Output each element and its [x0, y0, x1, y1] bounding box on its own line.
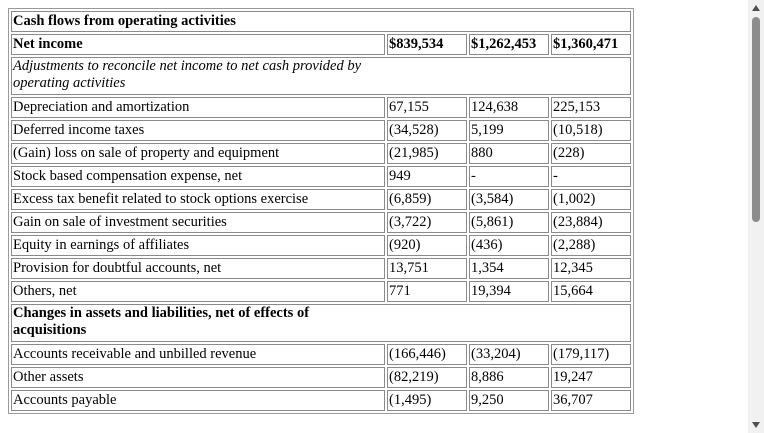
- cell-value: 67,155: [387, 97, 467, 118]
- cell-value: $1,262,453: [469, 34, 549, 55]
- cell-value: (166,446): [387, 344, 467, 365]
- table-row: Adjustments to reconcile net income to n…: [11, 57, 631, 95]
- table-row: Other assets (82,219) 8,886 19,247: [11, 367, 631, 388]
- row-label: Deferred income taxes: [11, 120, 385, 141]
- table-row: Stock based compensation expense, net 94…: [11, 166, 631, 187]
- cell-value: (2,288): [551, 235, 631, 256]
- table-row: Accounts receivable and unbilled revenue…: [11, 344, 631, 365]
- row-label: Equity in earnings of affiliates: [11, 235, 385, 256]
- cell-value: (34,528): [387, 120, 467, 141]
- table-row: Gain on sale of investment securities (3…: [11, 212, 631, 233]
- table-row: Changes in assets and liabilities, net o…: [11, 304, 631, 342]
- row-label: Depreciation and amortization: [11, 97, 385, 118]
- row-label: Other assets: [11, 367, 385, 388]
- row-label: Others, net: [11, 281, 385, 302]
- cell-value: $1,360,471: [551, 34, 631, 55]
- section-header-operating-activities: Cash flows from operating activities: [11, 11, 631, 32]
- cash-flow-table: Cash flows from operating activities Net…: [8, 8, 634, 414]
- cell-value: (10,518): [551, 120, 631, 141]
- cell-value: 8,886: [469, 367, 549, 388]
- table-row: Depreciation and amortization 67,155 124…: [11, 97, 631, 118]
- cell-value: (5,861): [469, 212, 549, 233]
- scrollbar-thumb[interactable]: [752, 17, 760, 222]
- row-label: Accounts receivable and unbilled revenue: [11, 344, 385, 365]
- cell-value: 19,394: [469, 281, 549, 302]
- cell-value: -: [469, 166, 549, 187]
- table-row: Provision for doubtful accounts, net 13,…: [11, 258, 631, 279]
- changes-heading: Changes in assets and liabilities, net o…: [11, 304, 631, 342]
- cell-value: -: [551, 166, 631, 187]
- cell-value: 1,354: [469, 258, 549, 279]
- cell-value: 13,751: [387, 258, 467, 279]
- cell-value: 124,638: [469, 97, 549, 118]
- table-row: Others, net 771 19,394 15,664: [11, 281, 631, 302]
- table-row: Deferred income taxes (34,528) 5,199 (10…: [11, 120, 631, 141]
- vertical-scrollbar[interactable]: [748, 0, 764, 433]
- cell-value: (23,884): [551, 212, 631, 233]
- cell-value: (3,722): [387, 212, 467, 233]
- cell-value: 5,199: [469, 120, 549, 141]
- table-row: (Gain) loss on sale of property and equi…: [11, 143, 631, 164]
- cell-value: (436): [469, 235, 549, 256]
- cell-value: (6,859): [387, 189, 467, 210]
- cell-value: 12,345: [551, 258, 631, 279]
- cell-value: (21,985): [387, 143, 467, 164]
- cell-value: (179,117): [551, 344, 631, 365]
- scroll-down-arrow-icon[interactable]: [752, 422, 760, 428]
- row-label: Excess tax benefit related to stock opti…: [11, 189, 385, 210]
- changes-heading-text: Changes in assets and liabilities, net o…: [13, 305, 310, 338]
- row-label: Provision for doubtful accounts, net: [11, 258, 385, 279]
- cell-value: 880: [469, 143, 549, 164]
- table-row: Cash flows from operating activities: [11, 11, 631, 32]
- table-row: Excess tax benefit related to stock opti…: [11, 189, 631, 210]
- scroll-up-arrow-icon[interactable]: [752, 5, 760, 11]
- row-label: (Gain) loss on sale of property and equi…: [11, 143, 385, 164]
- adjustments-heading-text: Adjustments to reconcile net income to n…: [13, 58, 362, 91]
- cell-value: 19,247: [551, 367, 631, 388]
- cell-value: (33,204): [469, 344, 549, 365]
- cell-value: (3,584): [469, 189, 549, 210]
- row-label: Net income: [11, 34, 385, 55]
- table-row: Net income $839,534 $1,262,453 $1,360,47…: [11, 34, 631, 55]
- document-viewport: Cash flows from operating activities Net…: [8, 8, 634, 414]
- table-row: Accounts payable (1,495) 9,250 36,707: [11, 390, 631, 411]
- table-row: Equity in earnings of affiliates (920) (…: [11, 235, 631, 256]
- cell-value: (1,002): [551, 189, 631, 210]
- cell-value: (920): [387, 235, 467, 256]
- cell-value: 949: [387, 166, 467, 187]
- cell-value: 36,707: [551, 390, 631, 411]
- cell-value: 225,153: [551, 97, 631, 118]
- row-label: Stock based compensation expense, net: [11, 166, 385, 187]
- cell-value: (82,219): [387, 367, 467, 388]
- adjustments-heading: Adjustments to reconcile net income to n…: [11, 57, 631, 95]
- cell-value: 9,250: [469, 390, 549, 411]
- cell-value: 771: [387, 281, 467, 302]
- row-label: Accounts payable: [11, 390, 385, 411]
- row-label: Gain on sale of investment securities: [11, 212, 385, 233]
- cell-value: $839,534: [387, 34, 467, 55]
- cell-value: (228): [551, 143, 631, 164]
- cell-value: (1,495): [387, 390, 467, 411]
- cell-value: 15,664: [551, 281, 631, 302]
